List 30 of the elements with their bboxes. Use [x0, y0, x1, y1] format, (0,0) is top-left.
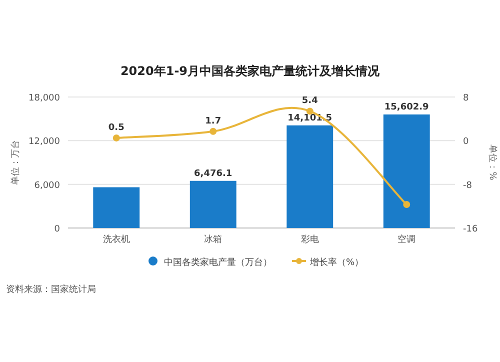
y2-tick-label: 0: [463, 137, 469, 148]
y2-tick-label: -16: [463, 224, 478, 234]
bar: [93, 187, 140, 228]
data-label: 15,602.9: [384, 102, 429, 112]
legend-label: 中国各类家电产量（万台）: [164, 257, 272, 268]
legend-label: 增长率（%）: [309, 257, 364, 268]
point: [403, 201, 410, 208]
y-tick-label: 0: [54, 224, 60, 234]
x-tick-label: 空调: [398, 234, 416, 245]
chart-title: 2020年1-9月中国各类家电产量统计及增长情况: [120, 64, 381, 78]
bar: [190, 180, 236, 228]
x-tick-label: 洗衣机: [102, 234, 130, 245]
point: [112, 134, 120, 142]
y2-tick-label: -8: [463, 180, 472, 191]
data-label: 1.7: [205, 116, 222, 126]
y-tick-label: 18,000: [28, 94, 60, 104]
data-label: 5.4: [302, 96, 318, 106]
y2-axis-title: 单位：%: [487, 144, 498, 181]
bar: [383, 114, 430, 228]
y2-tick-label: 8: [463, 94, 469, 104]
data-label: 6,476.1: [194, 168, 232, 179]
x-tick-label: 冰箱: [204, 234, 222, 245]
bar: [286, 125, 334, 228]
text: 资料来源：国家统计局: [6, 284, 96, 295]
y-tick-label: 6,000: [34, 180, 60, 191]
point: [210, 128, 217, 135]
x-tick-label: 彩电: [300, 234, 319, 245]
data-label: 0.5: [108, 122, 124, 133]
y-tick-label: 12,000: [28, 137, 60, 148]
y-axis-title: 单位：万台: [10, 140, 21, 185]
